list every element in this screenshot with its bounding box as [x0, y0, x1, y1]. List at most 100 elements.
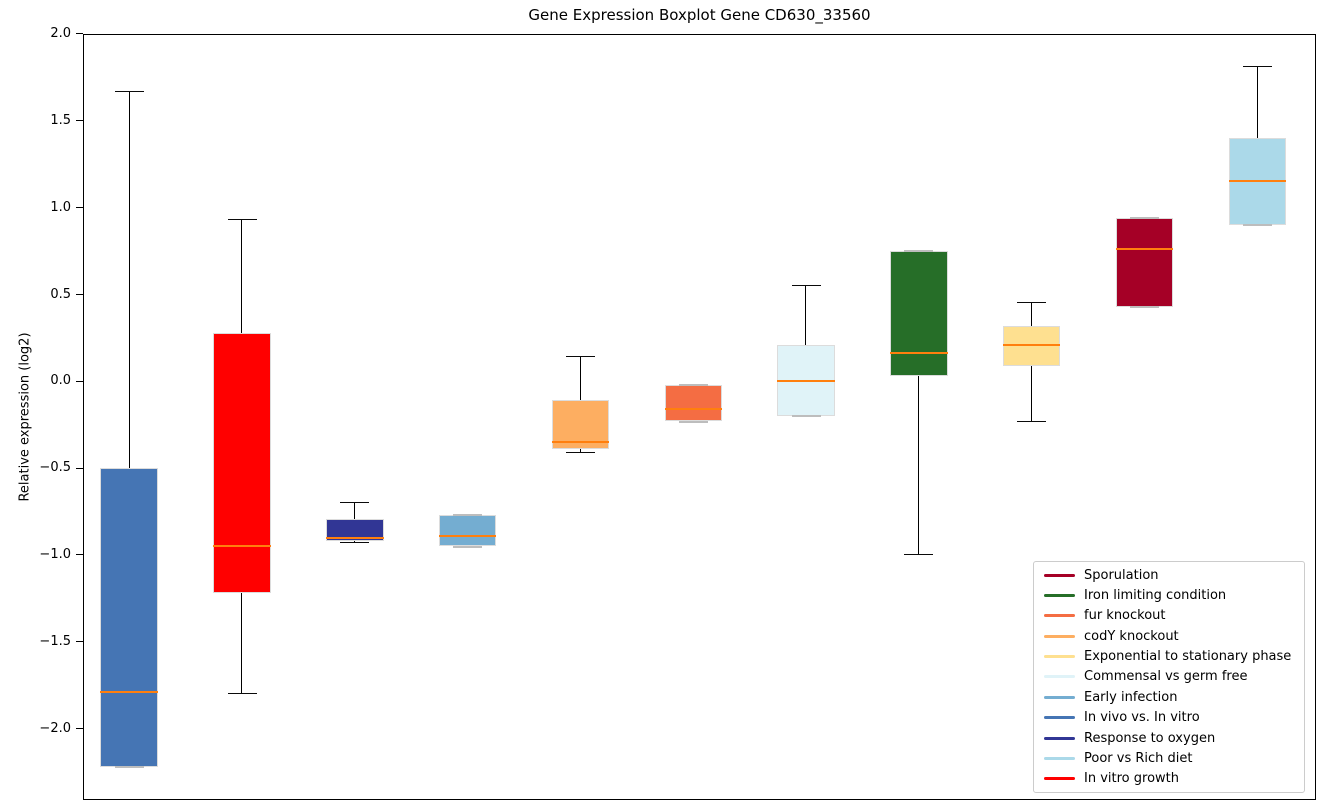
median-line: [890, 352, 948, 355]
box-in-vitro-growth: [213, 332, 271, 594]
median-line: [438, 534, 497, 537]
box-response-to-oxygen: [326, 518, 384, 542]
whisker-cap: [678, 420, 708, 423]
whisker-line: [1030, 303, 1032, 326]
legend-item-cody-knockout: codY knockout: [1034, 629, 1304, 644]
ytick-label: −2.0: [39, 720, 71, 736]
whisker-cap: [678, 384, 708, 387]
legend-item-early-infection: Early infection: [1034, 690, 1304, 705]
box-iron-limiting-condition: [890, 251, 948, 377]
median-line: [777, 380, 835, 383]
legend-item-poor-vs-rich-diet: Poor vs Rich diet: [1034, 751, 1304, 766]
whisker-cap: [904, 250, 934, 253]
ytick-mark: [76, 467, 83, 469]
whisker-line: [918, 376, 920, 556]
ytick-label: 0.5: [50, 286, 71, 302]
ytick-label: 0.0: [50, 373, 71, 389]
ytick-label: −0.5: [39, 460, 71, 476]
ytick-label: −1.0: [39, 547, 71, 563]
whisker-line: [1256, 67, 1258, 139]
legend-item-exponential-to-stationary-phase: Exponential to stationary phase: [1034, 649, 1304, 664]
whisker-cap: [340, 502, 370, 504]
whisker-cap: [1130, 305, 1160, 308]
whisker-cap: [227, 693, 257, 695]
box-early-infection: [438, 515, 497, 547]
whisker-cap: [1242, 66, 1272, 68]
median-line: [213, 545, 271, 548]
whisker-cap: [565, 356, 595, 358]
whisker-cap: [1130, 217, 1160, 220]
legend-swatch: [1044, 756, 1075, 760]
ytick-mark: [76, 33, 83, 35]
legend-label: In vivo vs. In vitro: [1084, 710, 1200, 726]
whisker-line: [579, 357, 581, 401]
median-line: [326, 536, 384, 539]
whisker-line: [241, 219, 243, 333]
legend-item-iron-limiting-condition: Iron limiting condition: [1034, 588, 1304, 603]
whisker-cap: [114, 90, 144, 92]
legend-label: codY knockout: [1084, 628, 1179, 644]
legend-swatch: [1044, 675, 1075, 679]
legend-swatch: [1044, 573, 1075, 577]
ytick-mark: [76, 293, 83, 295]
legend-swatch: [1044, 614, 1075, 618]
ytick-mark: [76, 641, 83, 643]
ytick-label: 2.0: [50, 26, 71, 41]
legend-swatch: [1044, 655, 1075, 659]
legend-label: In vitro growth: [1084, 771, 1179, 787]
legend-swatch: [1044, 594, 1075, 598]
whisker-cap: [1242, 224, 1272, 227]
box-sporulation: [1115, 218, 1174, 307]
whisker-line: [354, 502, 356, 519]
legend-label: Poor vs Rich diet: [1084, 750, 1193, 766]
whisker-cap: [1017, 302, 1047, 304]
whisker-cap: [340, 542, 370, 544]
box-exponential-to-stationary-phase: [1002, 325, 1061, 366]
box-in-vivo-vs-in-vitro: [100, 468, 159, 767]
ytick-label: 1.0: [50, 199, 71, 215]
whisker-cap: [227, 219, 257, 221]
whisker-line: [1030, 365, 1032, 422]
legend-label: Early infection: [1084, 689, 1178, 705]
ytick-mark: [76, 120, 83, 122]
median-line: [100, 691, 159, 694]
whisker-cap: [565, 451, 595, 453]
chart-title: Gene Expression Boxplot Gene CD630_33560: [528, 6, 871, 24]
legend-swatch: [1044, 716, 1075, 720]
whisker-cap: [904, 554, 934, 556]
ytick-label: −1.5: [39, 633, 71, 649]
legend-label: Sporulation: [1084, 567, 1159, 583]
median-line: [551, 440, 610, 443]
whisker-cap: [453, 545, 483, 548]
legend-label: fur knockout: [1084, 608, 1166, 624]
whisker-line: [128, 91, 130, 469]
box-fur-knockout: [664, 384, 723, 422]
whisker-cap: [453, 514, 483, 517]
legend-swatch: [1044, 695, 1075, 699]
whisker-line: [241, 593, 243, 695]
whisker-cap: [1017, 420, 1047, 422]
whisker-cap: [791, 415, 821, 418]
whisker-line: [805, 285, 807, 345]
ytick-mark: [76, 554, 83, 556]
whisker-line: [354, 541, 356, 543]
median-line: [664, 407, 723, 410]
whisker-line: [579, 449, 581, 453]
ytick-mark: [76, 728, 83, 730]
median-line: [1002, 343, 1061, 346]
legend-item-fur-knockout: fur knockout: [1034, 608, 1304, 623]
legend-swatch: [1044, 777, 1075, 781]
legend-label: Response to oxygen: [1084, 730, 1216, 746]
legend-swatch: [1044, 736, 1075, 740]
legend-item-in-vivo-vs-in-vitro: In vivo vs. In vitro: [1034, 710, 1304, 725]
median-line: [1228, 180, 1287, 183]
ytick-mark: [76, 380, 83, 382]
legend-item-in-vitro-growth: In vitro growth: [1034, 771, 1304, 786]
ytick-label: 1.5: [50, 112, 71, 128]
legend-label: Iron limiting condition: [1084, 588, 1227, 604]
legend-item-response-to-oxygen: Response to oxygen: [1034, 731, 1304, 746]
ytick-mark: [76, 206, 83, 208]
legend-item-commensal-vs-germ-free: Commensal vs germ free: [1034, 669, 1304, 684]
legend-item-sporulation: Sporulation: [1034, 568, 1304, 583]
